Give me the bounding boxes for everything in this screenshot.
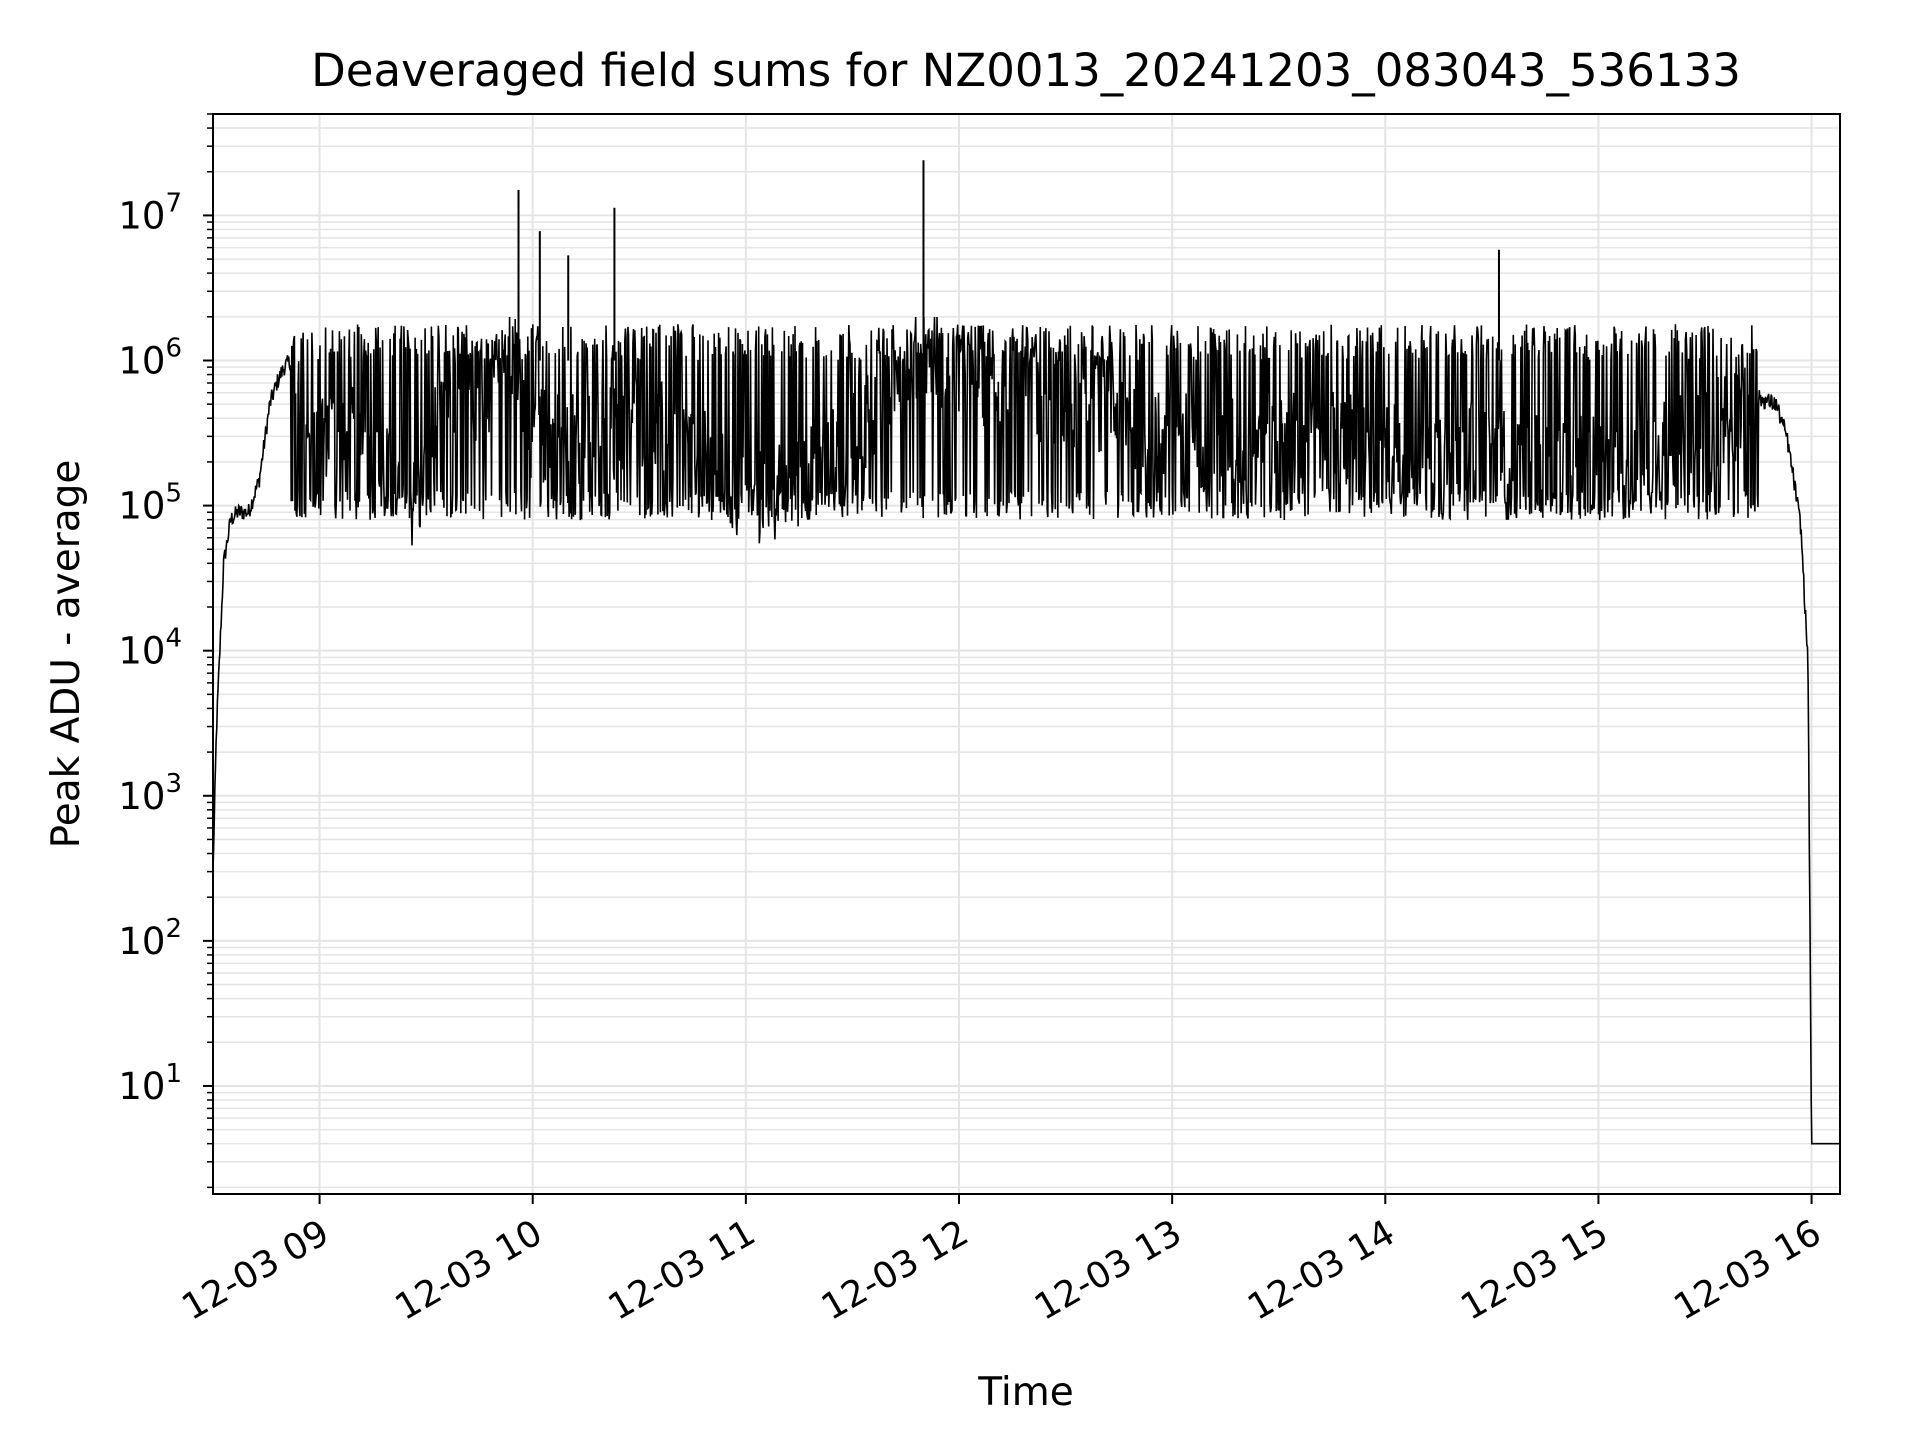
y-tick-label: 105: [118, 479, 182, 528]
y-tick-label: 102: [118, 914, 182, 963]
chart-title: Deaveraged field sums for NZ0013_2024120…: [311, 44, 1741, 97]
y-tick-label: 104: [118, 624, 182, 673]
y-tick-label: 103: [118, 769, 182, 818]
y-tick-label: 107: [118, 188, 182, 237]
x-axis-label: Time: [977, 1370, 1073, 1415]
y-tick-label: 101: [118, 1059, 182, 1108]
grid: [213, 113, 1840, 1194]
data-line: [212, 160, 1840, 1145]
series-line: [212, 316, 1840, 1145]
plot-frame: [212, 113, 1841, 1195]
y-axis-label: Peak ADU - average: [44, 460, 89, 849]
y-tick-label: 106: [118, 334, 182, 383]
